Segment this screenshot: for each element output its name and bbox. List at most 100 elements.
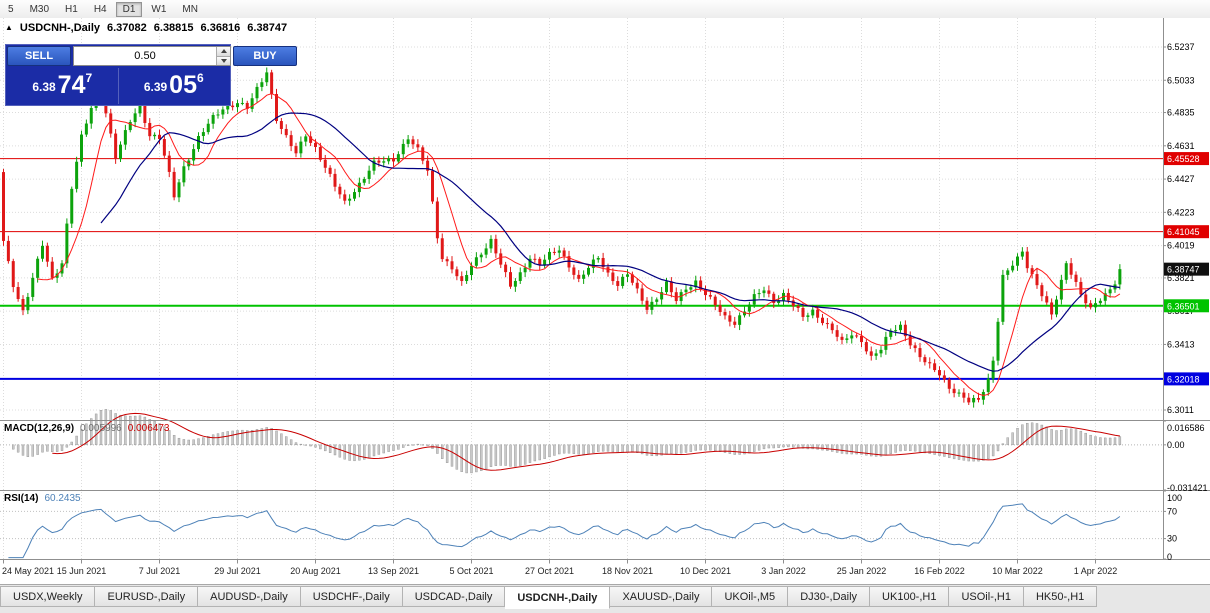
candle-body (674, 292, 678, 302)
bid-price-label-bg (1164, 262, 1209, 276)
candle-body (757, 293, 761, 295)
candle-body (314, 142, 317, 148)
chart-canvas[interactable]: 6.5237 6.5033 6.4835 6.4631 6.4427 6.4223 6.40… (0, 18, 1210, 582)
timeframe-button-h1[interactable]: H1 (65, 3, 78, 15)
tab-ukoil-m5[interactable]: UKOil-,M5 (712, 586, 789, 607)
macd-bar (714, 444, 717, 452)
tab-usdx-weekly[interactable]: USDX,Weekly (0, 586, 96, 607)
tab-eurusd-daily[interactable]: EURUSD-,Daily (95, 586, 199, 607)
macd-bar (962, 444, 966, 461)
volume-increase-button[interactable] (217, 47, 230, 56)
timeframe-button-h4[interactable]: H4 (93, 3, 107, 15)
candle-body (548, 251, 551, 260)
macd-bar (831, 444, 834, 452)
buy-price[interactable]: 6.39 05 6 (117, 68, 230, 104)
macd-bar (36, 444, 39, 455)
macd-bar (158, 423, 161, 446)
candle-body (197, 136, 200, 150)
macd-bar (1030, 422, 1034, 446)
macd-bar (533, 444, 537, 462)
volume-decrease-button[interactable] (217, 55, 230, 65)
tab-hk50-h1[interactable]: HK50-,H1 (1023, 586, 1098, 607)
candle-body (640, 288, 644, 301)
candle-body (694, 280, 698, 288)
candle-body (1074, 274, 1078, 282)
sell-button[interactable]: SELL (7, 46, 71, 66)
candle-body (255, 86, 259, 99)
tab-usdchf-daily[interactable]: USDCHF-,Daily (300, 586, 403, 607)
macd-bar (1104, 437, 1107, 446)
candle-body (791, 300, 795, 306)
tab-dj30-daily[interactable]: DJ30-,Daily (788, 586, 871, 607)
macd-bar (358, 444, 361, 461)
candle-body (396, 154, 400, 162)
candle-body (689, 287, 693, 290)
tab-usdcnh-daily[interactable]: USDCNH-,Daily (505, 586, 611, 609)
candle-body (601, 257, 605, 268)
macd-bar (801, 444, 805, 449)
macd-bar (182, 439, 186, 446)
macd-bar (436, 444, 439, 454)
macd-bar (660, 444, 663, 456)
macd-bar (543, 444, 546, 459)
timeframe-button-5[interactable]: 5 (8, 3, 14, 15)
macd-bar (1021, 424, 1024, 446)
macd-bar (426, 444, 429, 446)
tab-usoil-h1[interactable]: USOil-,H1 (949, 586, 1024, 607)
date-label: 24 May 2021 (2, 566, 54, 576)
macd-pane (0, 409, 1163, 474)
tab-usdcad-daily[interactable]: USDCAD-,Daily (402, 586, 506, 607)
tab-xauusd-daily[interactable]: XAUUSD-,Daily (610, 586, 713, 607)
macd-bar (709, 444, 712, 451)
candle-body (109, 113, 113, 134)
macd-bar (377, 444, 381, 455)
timeframe-button-d1[interactable]: D1 (115, 1, 143, 17)
macd-bar (294, 442, 298, 446)
candle-body (523, 267, 527, 273)
macd-bar (382, 444, 385, 454)
price-axis-label: 6.4223 (1167, 207, 1195, 217)
macd-bar (207, 436, 210, 446)
tab-uk100-h1[interactable]: UK100-,H1 (870, 586, 950, 607)
one-click-panel-toggle-icon[interactable]: ▲ (5, 22, 13, 32)
candle-body (172, 171, 176, 198)
candle-body (211, 114, 215, 124)
candle-body (650, 301, 654, 310)
candle-body (669, 281, 673, 293)
candle-body (518, 272, 522, 281)
candle-body (816, 309, 820, 318)
macd-bar (767, 444, 771, 449)
candle-body (879, 349, 883, 354)
macd-bar (143, 416, 147, 446)
candle-body (489, 238, 493, 249)
rsi-axis-label: 70 (1167, 506, 1177, 516)
macd-bar (192, 439, 195, 446)
macd-bar (411, 444, 415, 446)
macd-bar (470, 444, 473, 474)
candle-body (806, 315, 810, 317)
candle-body (479, 254, 483, 258)
candle-body (1020, 251, 1024, 257)
buy-button[interactable]: BUY (233, 46, 297, 66)
candle-body (80, 134, 83, 162)
macd-bar (1118, 436, 1122, 446)
macd-bar (51, 444, 54, 452)
candle-body (333, 173, 337, 187)
timeframe-button-w1[interactable]: W1 (151, 3, 167, 15)
candle-body (328, 167, 332, 174)
macd-bar (441, 444, 444, 459)
candle-body (796, 305, 800, 308)
level-price-label-text: 6.45528 (1167, 154, 1200, 164)
sell-price[interactable]: 6.38 74 7 (7, 68, 118, 104)
macd-bar (665, 444, 668, 455)
volume-input[interactable] (74, 47, 216, 65)
timeframe-button-mn[interactable]: MN (182, 3, 198, 15)
candle-body (655, 299, 659, 302)
tab-audusd-daily[interactable]: AUDUSD-,Daily (198, 586, 301, 607)
timeframe-button-m30[interactable]: M30 (29, 3, 50, 15)
price-axis-label: 6.4427 (1167, 174, 1195, 184)
macd-bar (309, 444, 312, 447)
candle-body (89, 107, 93, 124)
